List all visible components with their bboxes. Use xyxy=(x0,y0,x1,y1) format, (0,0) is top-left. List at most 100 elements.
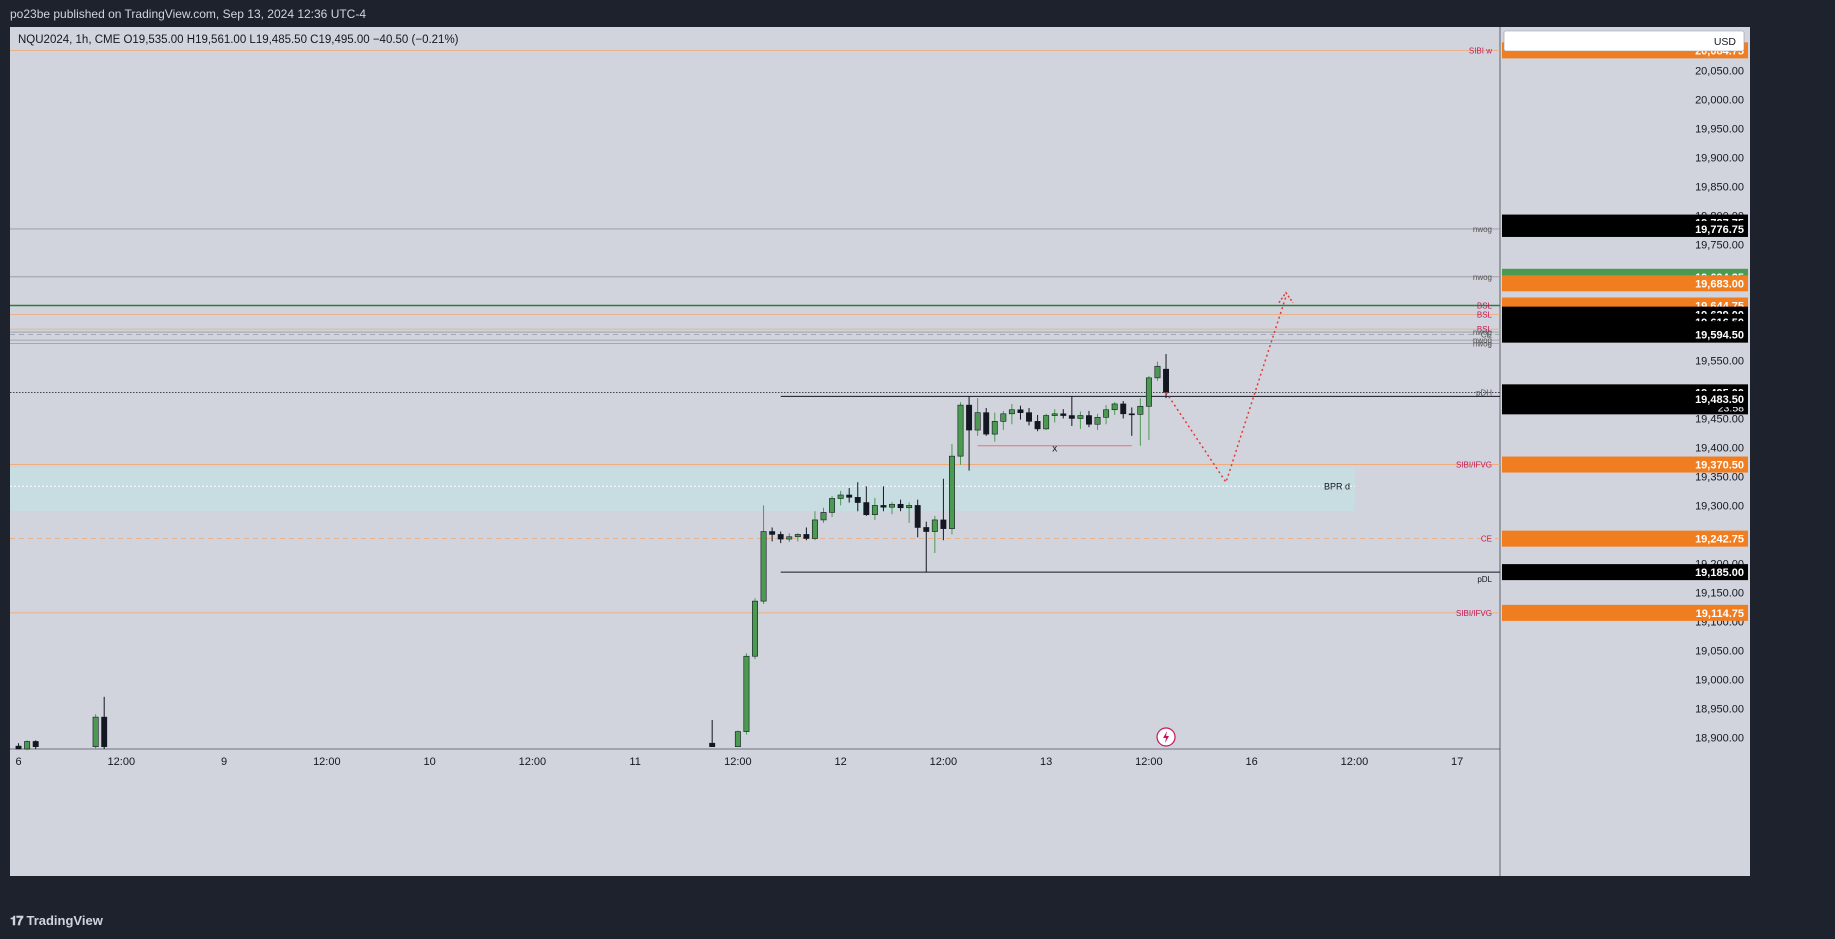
candle-body xyxy=(1121,404,1126,414)
currency-label: USD xyxy=(1714,36,1737,48)
candle-body xyxy=(1035,421,1040,429)
bpr-label: BPR d xyxy=(1324,481,1350,491)
y-tick-label: 18,950.00 xyxy=(1695,703,1744,715)
symbol-legend: NQU2024, 1h, CME O19,535.00 H19,561.00 L… xyxy=(18,34,459,46)
candle-body xyxy=(93,717,98,747)
candle-body xyxy=(1155,366,1160,378)
x-tick-label: 10 xyxy=(423,756,435,768)
y-tick-label: 19,150.00 xyxy=(1695,587,1744,599)
candle-body xyxy=(1026,413,1031,422)
x-tick-label: 12:00 xyxy=(108,756,136,768)
candle-body xyxy=(984,413,989,434)
candle-body xyxy=(975,413,980,430)
candle-body xyxy=(761,532,766,602)
x-tick-label: 9 xyxy=(221,756,227,768)
candle-body xyxy=(1009,410,1014,414)
candle-body xyxy=(752,601,757,656)
price-badge-label: 19,594.50 xyxy=(1695,330,1744,342)
level-label: BSL xyxy=(1477,302,1493,311)
x-tick-label: 13 xyxy=(1040,756,1052,768)
candle-body xyxy=(1086,416,1091,425)
y-tick-label: 19,900.00 xyxy=(1695,152,1744,164)
candle-body xyxy=(924,527,929,531)
level-label: nwog xyxy=(1473,225,1492,234)
y-tick-label: 18,900.00 xyxy=(1695,732,1744,744)
level-label: SIBI w xyxy=(1469,46,1492,55)
tradingview-brand: TradingView xyxy=(26,913,102,928)
y-tick-label: 19,450.00 xyxy=(1695,413,1744,425)
x-tick-label: 12:00 xyxy=(313,756,341,768)
y-tick-label: 19,950.00 xyxy=(1695,123,1744,135)
x-tick-label: 12 xyxy=(835,756,847,768)
candle-body xyxy=(1095,417,1100,424)
candle-body xyxy=(710,743,715,746)
candle-body xyxy=(1069,416,1074,419)
candle-body xyxy=(821,512,826,520)
y-tick-label: 20,000.00 xyxy=(1695,94,1744,106)
candle-body xyxy=(966,405,971,430)
candle-body xyxy=(949,456,954,528)
footer-bar: 𝟏𝟕 TradingView xyxy=(0,902,1835,939)
y-tick-label: 19,550.00 xyxy=(1695,355,1744,367)
candle-body xyxy=(1061,414,1066,416)
y-tick-label: 19,300.00 xyxy=(1695,500,1744,512)
candle-body xyxy=(735,732,740,747)
candle-body xyxy=(1018,410,1023,413)
x-tick-label: 12:00 xyxy=(1341,756,1369,768)
candle-body xyxy=(898,504,903,507)
candle-body xyxy=(881,505,886,507)
x-tick-label: 6 xyxy=(16,756,22,768)
price-badge-label: 19,185.00 xyxy=(1695,567,1744,579)
candle-body xyxy=(795,534,800,536)
tradingview-logo-icon: 𝟏𝟕 xyxy=(10,913,22,929)
price-badge-label: 19,370.50 xyxy=(1695,460,1744,472)
published-info: po23be published on TradingView.com, Sep… xyxy=(10,7,366,21)
y-tick-label: 19,400.00 xyxy=(1695,442,1744,454)
candle-body xyxy=(16,746,21,749)
candle-body xyxy=(941,520,946,529)
candle-body xyxy=(804,534,809,538)
bpr-zone xyxy=(10,468,1355,511)
candle-body xyxy=(906,505,911,507)
y-tick-label: 19,350.00 xyxy=(1695,471,1744,483)
candle-body xyxy=(1103,410,1108,418)
candle-body xyxy=(1043,416,1048,429)
candle-body xyxy=(872,505,877,514)
candle-body xyxy=(838,495,843,498)
time-axis-background xyxy=(10,749,1500,876)
level-label: SIBI/IFVG xyxy=(1456,609,1492,618)
level-label: nwog xyxy=(1473,273,1492,282)
candle-body xyxy=(102,717,107,747)
price-badge-label: 19,776.75 xyxy=(1695,224,1744,236)
candle-body xyxy=(1129,414,1134,415)
y-tick-label: 19,000.00 xyxy=(1695,674,1744,686)
x-marker-label: x xyxy=(1052,444,1057,455)
level-label: CE xyxy=(1481,535,1492,544)
publish-header: po23be published on TradingView.com, Sep… xyxy=(0,0,1835,27)
x-tick-label: 17 xyxy=(1451,756,1463,768)
price-badge-label: 19,242.75 xyxy=(1695,534,1744,546)
x-tick-label: 12:00 xyxy=(724,756,752,768)
candle-body xyxy=(1001,414,1006,422)
currency-box xyxy=(1504,31,1744,51)
candle-body xyxy=(744,656,749,731)
y-tick-label: 19,750.00 xyxy=(1695,239,1744,251)
y-tick-label: 19,050.00 xyxy=(1695,645,1744,657)
candle-body xyxy=(33,741,38,746)
price-badge-label: 19,683.00 xyxy=(1695,278,1744,290)
x-tick-label: 11 xyxy=(629,756,640,768)
level-label: BSL xyxy=(1477,311,1493,320)
x-tick-label: 12:00 xyxy=(930,756,958,768)
candle-body xyxy=(958,405,963,456)
x-tick-label: 12:00 xyxy=(1135,756,1163,768)
candle-body xyxy=(889,504,894,507)
candle-body xyxy=(1138,406,1143,414)
candle-body xyxy=(915,505,920,527)
candle-body xyxy=(829,498,834,512)
candle-body xyxy=(24,741,29,749)
candle-body xyxy=(812,520,817,539)
y-tick-label: 20,050.00 xyxy=(1695,65,1744,77)
tradingview-logo[interactable]: 𝟏𝟕 TradingView xyxy=(10,913,103,929)
candle-body xyxy=(787,537,792,539)
